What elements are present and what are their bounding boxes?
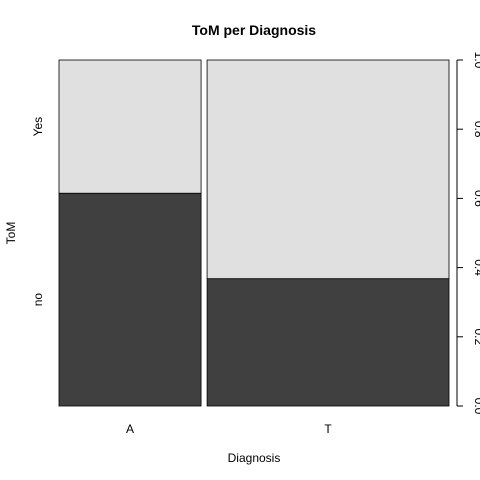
bar-A-no xyxy=(58,192,202,407)
bars-layer xyxy=(58,59,450,407)
right-axis-tick-label: 0.2 xyxy=(472,328,480,345)
bar-A-yes xyxy=(58,59,202,194)
y-axis-title: ToM xyxy=(4,222,18,245)
right-axis: 0.0 0.2 0.4 0.6 0.8 1.0 xyxy=(456,52,480,415)
bar-T-no xyxy=(206,278,450,407)
right-axis-tick-label: 0.4 xyxy=(472,259,480,276)
right-axis-tick-label: 0.8 xyxy=(472,121,480,138)
chart-title: ToM per Diagnosis xyxy=(192,22,316,38)
x-axis-title: Diagnosis xyxy=(228,451,281,465)
left-level-labels: no Yes xyxy=(31,117,45,306)
bar-T-yes xyxy=(206,59,450,280)
right-axis-tick-label: 0.6 xyxy=(472,190,480,207)
level-label-yes: Yes xyxy=(31,117,45,137)
right-axis-tick-label: 1.0 xyxy=(472,52,480,69)
level-label-no: no xyxy=(31,293,45,307)
right-axis-tick-label: 0.0 xyxy=(472,398,480,415)
x-tick-label-a: A xyxy=(126,422,134,436)
x-tick-label-t: T xyxy=(324,422,332,436)
